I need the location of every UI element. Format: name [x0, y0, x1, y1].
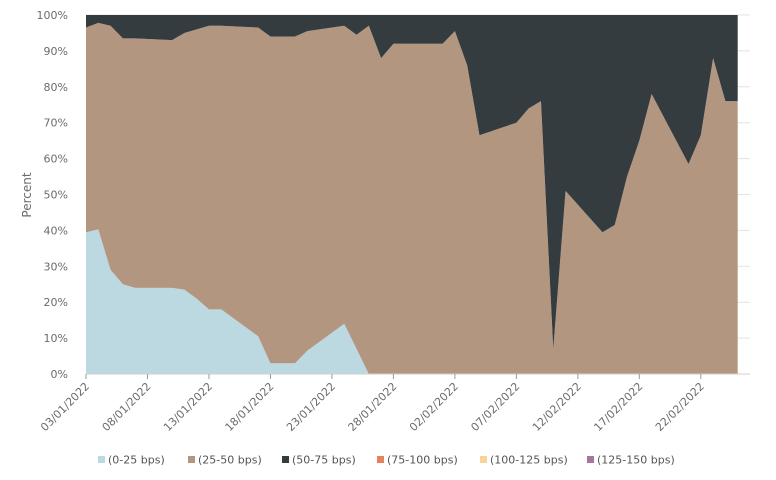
x-tick-label: 12/02/2022 — [530, 380, 584, 434]
y-tick-label: 70% — [44, 117, 68, 130]
legend-swatch — [98, 456, 105, 463]
x-tick-label: 17/02/2022 — [591, 380, 645, 434]
y-tick-label: 100% — [37, 9, 68, 22]
x-axis-ticks: 03/01/2022 08/01/2022 13/01/2022 18/01/2022… — [38, 373, 750, 434]
y-tick-label: 20% — [44, 296, 68, 309]
legend-swatch — [480, 456, 487, 463]
area-series-2 — [86, 22, 738, 375]
x-tick-label: 08/01/2022 — [100, 380, 154, 434]
x-tick-label: 02/02/2022 — [407, 380, 461, 434]
legend-label: (0-25 bps) — [108, 454, 165, 467]
legend-label: (75-100 bps) — [387, 454, 458, 467]
y-tick-label: 60% — [44, 153, 68, 166]
legend-item: (125-150 bps) — [587, 454, 675, 467]
y-tick-label: 50% — [44, 189, 68, 202]
x-tick-label: 07/02/2022 — [468, 380, 522, 434]
y-tick-label: 40% — [44, 224, 68, 237]
legend-item: (50-75 bps) — [282, 454, 356, 467]
x-tick-label: 23/01/2022 — [284, 380, 338, 434]
legend-item: (75-100 bps) — [377, 454, 458, 467]
y-axis-ticks: 0% 10% 20% 30% 40% 50% 60% 70% 80% 90% 100% — [37, 9, 68, 381]
x-tick-label: 03/01/2022 — [38, 380, 92, 434]
legend-label: (50-75 bps) — [292, 454, 356, 467]
area-series-3 — [86, 15, 738, 349]
y-tick-label: 80% — [44, 81, 68, 94]
x-tick-label: 22/02/2022 — [653, 380, 707, 434]
y-tick-label: 90% — [44, 45, 68, 58]
legend-item: (100-125 bps) — [480, 454, 568, 467]
legend-item: (0-25 bps) — [98, 454, 165, 467]
x-tick-label: 28/01/2022 — [346, 380, 400, 434]
legend-swatch — [377, 456, 384, 463]
legend-label: (25-50 bps) — [198, 454, 262, 467]
legend-label: (125-150 bps) — [597, 454, 675, 467]
y-tick-label: 30% — [44, 260, 68, 273]
plot-area — [86, 15, 738, 375]
x-tick-label: 13/01/2022 — [161, 380, 215, 434]
legend-swatch — [282, 456, 289, 463]
area-series-1 — [86, 229, 738, 374]
y-axis-title: Percent — [20, 172, 34, 217]
legend-swatch — [188, 456, 195, 463]
legend-swatch — [587, 456, 594, 463]
y-tick-label: 0% — [51, 368, 68, 381]
x-tick-label: 18/01/2022 — [223, 380, 277, 434]
legend-item: (25-50 bps) — [188, 454, 262, 467]
y-tick-label: 10% — [44, 332, 68, 345]
legend: (0-25 bps) (25-50 bps) (50-75 bps) (75-100 … — [98, 454, 675, 467]
legend-label: (100-125 bps) — [490, 454, 568, 467]
